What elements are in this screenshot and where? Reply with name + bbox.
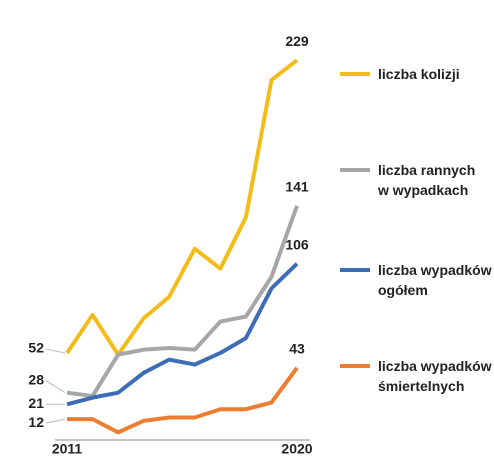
data-label: 52: [28, 340, 44, 356]
data-label: 21: [28, 395, 44, 411]
series-line: [66, 205, 299, 398]
legend-label: liczba kolizji: [378, 66, 460, 82]
leader-line: [45, 380, 66, 394]
legend-label: liczba wypadków ogółem: [378, 262, 492, 298]
x-tick-label: 2020: [281, 441, 312, 457]
series-line: [67, 366, 299, 435]
data-label: 229: [285, 33, 309, 49]
legend-label: liczba wypadków śmiertelnych: [378, 358, 492, 394]
legend-label: liczba rannych w wypadkach: [378, 162, 476, 198]
leader-line: [45, 348, 66, 354]
data-label: 12: [28, 414, 44, 430]
x-tick-label: 2011: [52, 441, 83, 457]
data-label: 106: [285, 236, 309, 252]
data-label: 43: [289, 341, 305, 357]
series-line: [66, 262, 299, 407]
leader-line: [45, 418, 66, 424]
data-label: 141: [285, 178, 309, 194]
data-label: 28: [28, 371, 44, 387]
series-line: [65, 58, 299, 357]
